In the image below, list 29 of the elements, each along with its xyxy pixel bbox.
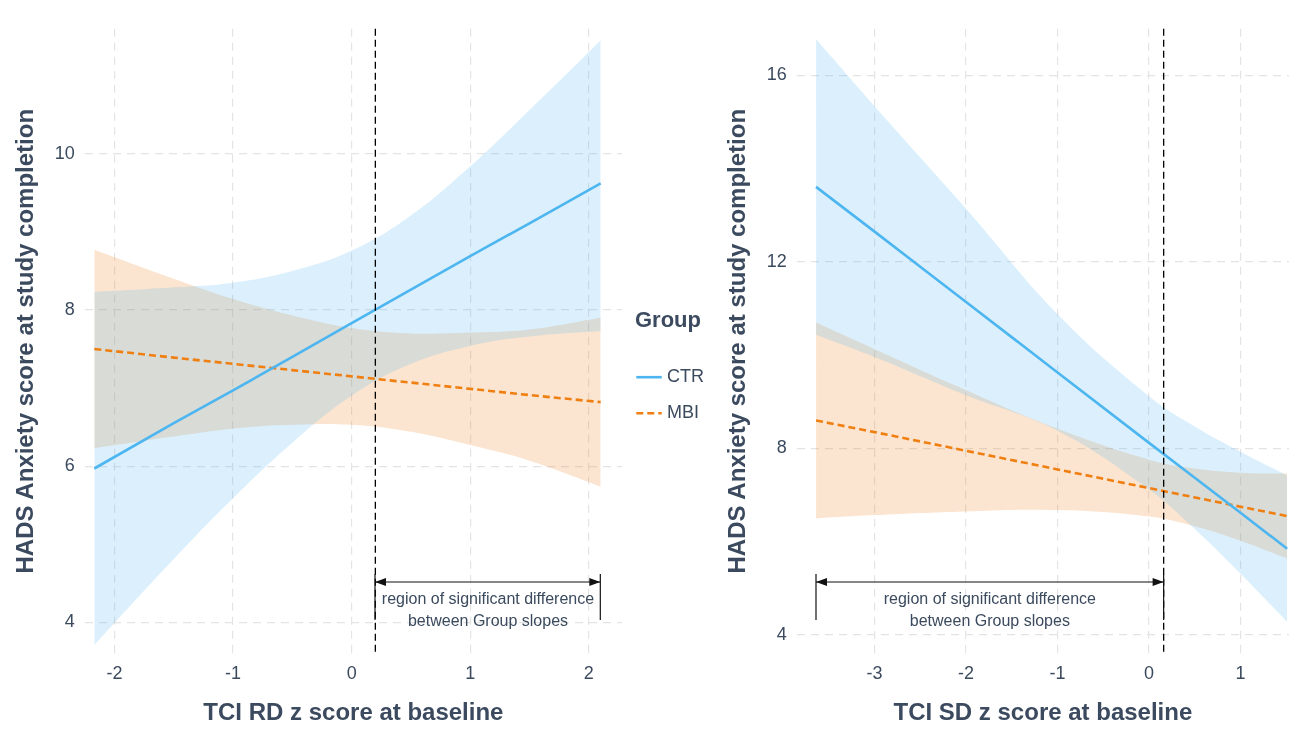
y-tick-label: 4 (776, 623, 787, 644)
y-tick-label: 12 (766, 250, 787, 271)
line-series (93, 347, 602, 404)
x-tick-label: 1 (1235, 663, 1246, 684)
y-axis-title: HADS Anxiety score at study completion (723, 108, 751, 574)
x-tick-label: -2 (106, 663, 123, 684)
legend-title: Group (635, 306, 701, 332)
y-tick-label: 4 (64, 611, 75, 632)
x-tick-label: -1 (225, 663, 242, 684)
y-tick-label: 8 (64, 298, 75, 319)
y-tick-label: 10 (54, 142, 75, 163)
legend-label: MBI (667, 402, 700, 423)
x-axis-title: TCI RD z score at baseline (203, 698, 504, 726)
annotation: region of significant difference between Group slopes (883, 590, 1097, 630)
x-tick-label: 1 (465, 663, 476, 684)
x-tick-label: 2 (583, 663, 594, 684)
line-series (814, 419, 1289, 518)
x-axis-title: TCI SD z score at baseline (893, 698, 1193, 726)
y-tick-label: 6 (64, 455, 75, 476)
x-tick-label: 0 (1144, 663, 1155, 684)
annotation: region of significant difference between Group slopes (381, 590, 595, 630)
y-axis-title: HADS Anxiety score at study completion (11, 108, 39, 574)
y-tick-label: 16 (766, 64, 787, 85)
x-tick-label: -1 (1049, 663, 1066, 684)
legend-label: CTR (667, 366, 705, 387)
x-tick-label: -2 (958, 663, 975, 684)
y-tick-label: 8 (776, 437, 787, 458)
x-tick-label: 0 (346, 663, 357, 684)
x-tick-label: -3 (866, 663, 883, 684)
